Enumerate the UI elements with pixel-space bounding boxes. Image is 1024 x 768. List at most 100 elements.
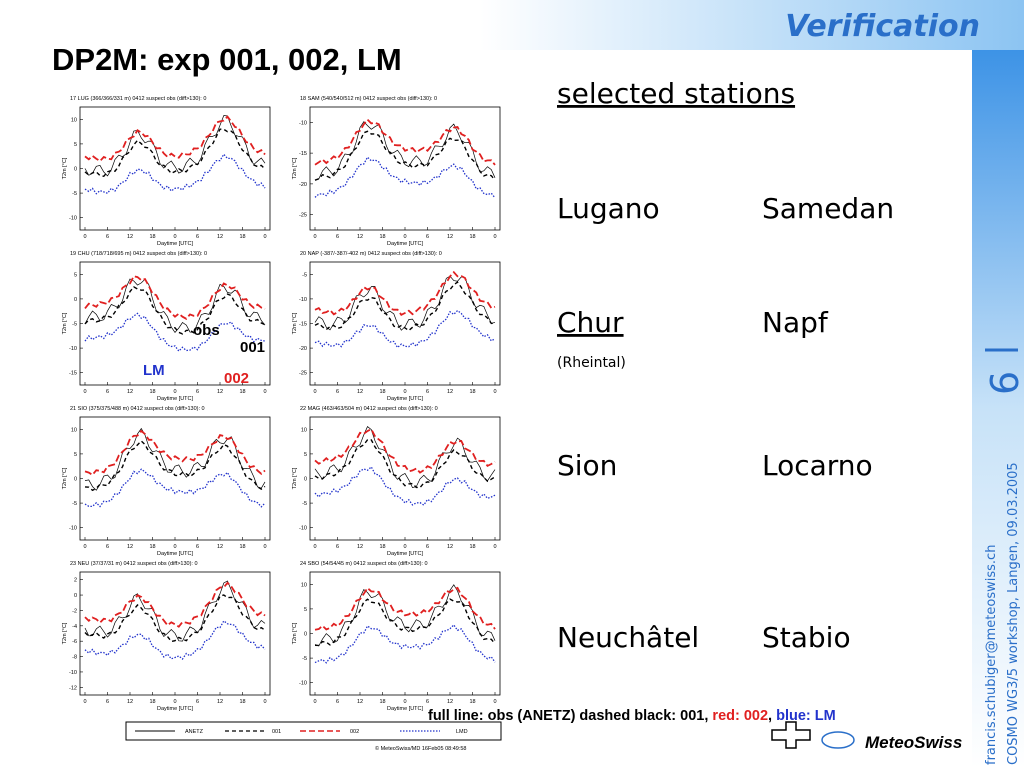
x-tick-label: 18 [379, 699, 385, 705]
curve [84, 278, 266, 333]
sidebar-bg [972, 50, 1024, 768]
panel-header: 21 SIO (375/375/488 m) 0412 suspect obs … [70, 406, 205, 412]
x-tick-label: 6 [196, 699, 199, 705]
curve [314, 598, 496, 647]
annotation: 001 [240, 339, 265, 356]
y-tick-label: 10 [71, 427, 77, 433]
legend-entry: 002 [350, 729, 359, 735]
x-tick-label: 18 [149, 699, 155, 705]
x-tick-label: 18 [239, 234, 245, 240]
x-tick-label: 6 [426, 234, 429, 240]
panel-header: 17 LUG (366/366/331 m) 0412 suspect obs … [70, 96, 206, 102]
station-note: (Rheintal) [557, 355, 626, 371]
curve [84, 619, 266, 660]
x-tick-label: 6 [196, 544, 199, 550]
curve [314, 623, 496, 664]
annotation: LM [143, 362, 165, 379]
footnote: full line: obs (ANETZ) dashed black: 001… [428, 708, 836, 724]
panel-frame [79, 416, 271, 541]
curve [314, 465, 496, 506]
panel-frame [79, 261, 271, 386]
curve [84, 285, 266, 335]
x-axis-label: Daytime [UTC] [157, 241, 194, 247]
y-tick-label: -10 [299, 526, 307, 532]
y-tick-label: 0 [304, 632, 307, 638]
station: Napf [762, 306, 829, 339]
x-tick-label: 12 [217, 389, 223, 395]
x-tick-label: 6 [426, 389, 429, 395]
x-tick-label: 6 [336, 389, 339, 395]
curve [84, 115, 266, 163]
y-tick-label: -15 [299, 322, 307, 328]
curve [314, 439, 496, 489]
title: DP2M: exp 001, 002, LM [52, 42, 402, 77]
y-tick-label: 5 [304, 607, 307, 613]
y-tick-label: 5 [74, 272, 77, 278]
footnote-blue: blue: LM [776, 708, 836, 724]
curve [314, 281, 496, 332]
annotation: 002 [224, 370, 249, 387]
x-tick-label: 12 [447, 234, 453, 240]
legend-entry: ANETZ [185, 729, 204, 735]
y-tick-label: -6 [72, 639, 77, 645]
logo: MeteoSwiss [771, 721, 962, 752]
station: Lugano [557, 192, 660, 225]
panel-header: 19 CHU (718/718/695 m) 0412 suspect obs … [70, 251, 207, 257]
x-tick-label: 6 [196, 389, 199, 395]
x-tick-label: 12 [127, 699, 133, 705]
y-tick-label: 5 [74, 142, 77, 148]
station: Locarno [762, 449, 873, 482]
plots: 17 LUG (366/366/331 m) 0412 suspect obs … [62, 96, 501, 712]
x-tick-label: 0 [493, 389, 496, 395]
x-tick-label: 18 [239, 699, 245, 705]
x-tick-label: 18 [239, 389, 245, 395]
curve [84, 427, 266, 491]
x-tick-label: 18 [379, 234, 385, 240]
x-axis-label: Daytime [UTC] [157, 396, 194, 402]
x-tick-label: 0 [493, 234, 496, 240]
x-tick-label: 18 [379, 389, 385, 395]
y-tick-label: 2 [74, 578, 77, 584]
x-tick-label: 12 [447, 699, 453, 705]
x-tick-label: 18 [379, 544, 385, 550]
y-tick-label: -10 [69, 670, 77, 676]
x-tick-label: 6 [196, 234, 199, 240]
x-tick-label: 6 [336, 699, 339, 705]
x-tick-label: 12 [357, 389, 363, 395]
legend: ANETZ 001 002 LMD [135, 729, 468, 735]
panel-header: 22 MAG (463/463/504 m) 0412 suspect obs … [300, 406, 438, 412]
x-axis-label: Daytime [UTC] [387, 396, 424, 402]
x-tick-label: 6 [106, 699, 109, 705]
x-tick-label: 6 [336, 544, 339, 550]
curve [84, 115, 266, 177]
banner-bg [480, 0, 1024, 50]
y-tick-label: 0 [74, 477, 77, 483]
x-tick-label: 0 [263, 389, 266, 395]
x-tick-label: 0 [173, 699, 176, 705]
x-tick-label: 12 [357, 699, 363, 705]
y-tick-label: 0 [74, 593, 77, 599]
x-tick-label: 12 [127, 389, 133, 395]
curve [314, 130, 496, 181]
x-tick-label: 0 [403, 234, 406, 240]
station: Neuchâtel [557, 621, 699, 654]
curve [314, 428, 496, 474]
x-tick-label: 0 [313, 699, 316, 705]
page-number: 6 [983, 371, 1024, 395]
x-tick-label: 0 [493, 544, 496, 550]
y-tick-label: -20 [299, 346, 307, 352]
x-tick-label: 12 [447, 389, 453, 395]
panel-header: 20 NAP (-387/-387/-402 m) 0412 suspect o… [300, 251, 442, 257]
x-tick-label: 12 [447, 544, 453, 550]
x-axis-label: Daytime [UTC] [387, 241, 424, 247]
x-tick-label: 0 [403, 389, 406, 395]
y-tick-label: -25 [299, 213, 307, 219]
y-tick-label: -5 [72, 191, 77, 197]
curve [84, 128, 266, 178]
y-tick-label: -10 [69, 526, 77, 532]
y-tick-label: -5 [72, 322, 77, 328]
x-tick-label: 12 [217, 699, 223, 705]
curve [84, 153, 266, 195]
curve [84, 275, 266, 320]
curve [84, 581, 266, 628]
